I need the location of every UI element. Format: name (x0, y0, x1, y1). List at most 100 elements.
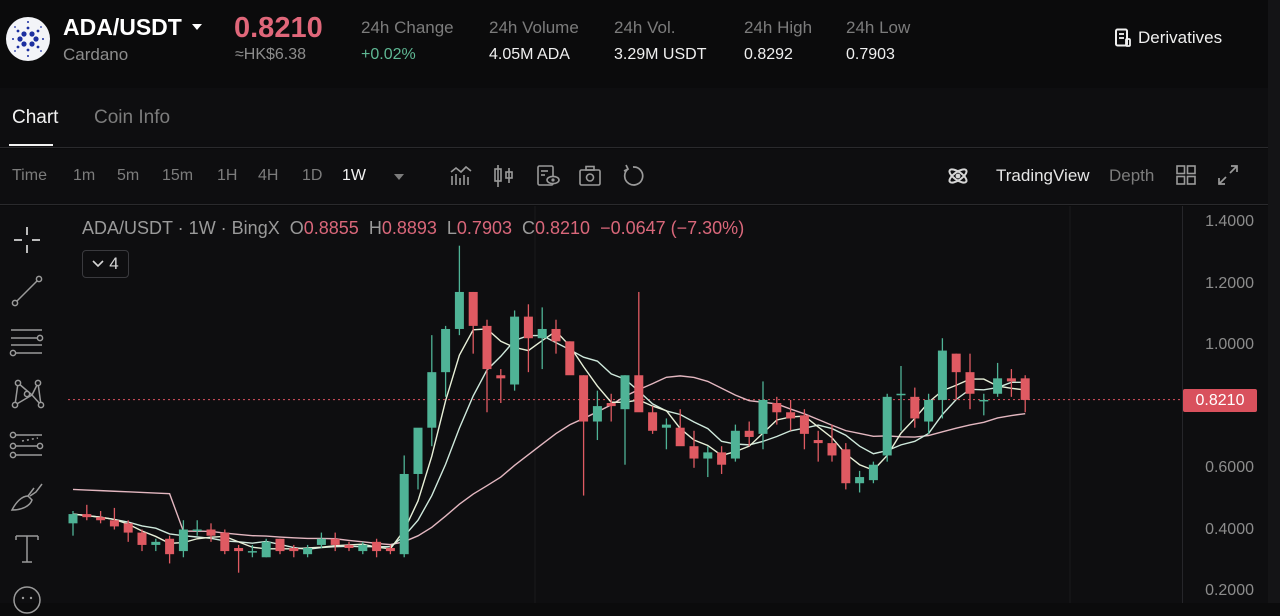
timeframe-1m[interactable]: 1m (73, 167, 96, 184)
brush-icon[interactable] (8, 478, 46, 516)
timeframe-dropdown-icon[interactable] (394, 174, 404, 180)
candle (96, 510, 106, 524)
candle (703, 446, 713, 478)
candle (993, 362, 1003, 397)
fiat-price: ≈HK$6.38 (235, 46, 307, 63)
timeframe-1h[interactable]: 1H (217, 167, 238, 184)
price-axis[interactable]: 1.4000 1.2000 1.0000 0.6000 0.4000 0.200… (1182, 206, 1268, 603)
document-icon (1115, 28, 1131, 47)
stat-label: 24h High (744, 18, 813, 37)
price-tick: 1.2000 (1205, 275, 1254, 292)
tabs-bar: Chart Coin Info (0, 88, 1268, 148)
current-price-tag: 0.8210 (1183, 389, 1257, 412)
candle (772, 396, 782, 425)
tradingview-logo-icon (948, 168, 968, 184)
legend-open: 0.8855 (303, 218, 359, 238)
pattern-tool-icon[interactable] (8, 375, 46, 413)
candle (247, 544, 257, 558)
timeframe-1w[interactable]: 1W (342, 167, 366, 184)
moving-average-line (72, 334, 1026, 551)
reset-icon[interactable] (620, 163, 646, 189)
indicators-collapse-button[interactable]: 4 (82, 250, 129, 278)
trendline-icon[interactable] (8, 272, 46, 310)
price-tick: 1.0000 (1205, 336, 1254, 353)
indicators-icon[interactable] (448, 163, 474, 189)
candle (827, 424, 837, 462)
candle (648, 406, 658, 434)
timeframe-15m[interactable]: 15m (162, 167, 194, 184)
candle (482, 319, 492, 413)
candle (661, 418, 671, 450)
candle (634, 291, 644, 413)
stat-label: 24h Change (361, 18, 454, 37)
candle (965, 353, 975, 410)
candle (537, 307, 547, 370)
drawing-toolbar (0, 206, 54, 614)
fullscreen-expand-icon[interactable] (1215, 162, 1241, 188)
stat-label: 24h Low (846, 18, 911, 37)
fib-tool-icon[interactable] (8, 427, 46, 465)
candle (206, 523, 216, 542)
cardano-logo (6, 17, 50, 61)
stat-value: 0.8292 (744, 46, 793, 63)
derivatives-button[interactable]: Derivatives (1114, 28, 1222, 48)
candle (620, 375, 630, 465)
watchlist-eye-icon[interactable] (535, 163, 561, 189)
layout-grid-icon[interactable] (1173, 162, 1199, 188)
candle (151, 538, 161, 552)
last-price: 0.8210 (234, 12, 323, 44)
stat-24h-high: 24h High 0.8292 (744, 18, 812, 64)
candlestick-type-icon[interactable] (491, 163, 517, 189)
candle (855, 470, 865, 493)
candle (316, 532, 326, 549)
timeframe-5m[interactable]: 5m (117, 167, 140, 184)
stat-value: +0.02% (361, 46, 416, 63)
candle (937, 338, 947, 419)
candle (896, 365, 906, 431)
stat-24h-low: 24h Low 0.7903 (846, 18, 910, 64)
candle (799, 409, 809, 450)
stat-24h-volume: 24h Volume 4.05M ADA (489, 18, 579, 64)
candle (510, 310, 520, 391)
timeframe-time[interactable]: Time (12, 167, 47, 184)
candle (689, 430, 699, 468)
camera-icon[interactable] (577, 163, 603, 189)
candle (758, 381, 768, 450)
stat-24h-vol-usdt: 24h Vol. 3.29M USDT (614, 18, 706, 64)
stat-label: 24h Vol. (614, 18, 676, 37)
horizontal-lines-icon[interactable] (8, 324, 46, 362)
legend-low-label: L (446, 218, 457, 238)
candle (220, 529, 230, 555)
candle (413, 427, 423, 490)
candle (786, 399, 796, 431)
candle (551, 319, 561, 354)
derivatives-label: Derivatives (1138, 28, 1223, 47)
candle (675, 409, 685, 447)
timeframe-4h[interactable]: 4H (258, 167, 279, 184)
tab-coin-info[interactable]: Coin Info (94, 107, 171, 128)
candle (123, 520, 133, 542)
indicator-count: 4 (109, 254, 119, 273)
tab-chart[interactable]: Chart (12, 107, 59, 128)
timeframe-1d[interactable]: 1D (302, 167, 323, 184)
candle (910, 387, 920, 428)
emoji-icon[interactable] (8, 578, 46, 616)
scrollbar[interactable] (1268, 0, 1280, 603)
candle (68, 510, 78, 536)
caret-down-icon[interactable] (192, 24, 202, 30)
tradingview-toggle[interactable]: TradingView (996, 166, 1090, 185)
candle (109, 507, 119, 530)
candle (165, 535, 175, 564)
text-tool-icon[interactable] (8, 530, 46, 568)
legend-open-label: O (289, 218, 304, 238)
moving-average-line (72, 328, 1026, 550)
candlestick-chart[interactable] (0, 206, 1182, 603)
crosshair-icon[interactable] (8, 221, 46, 259)
pair-selector[interactable]: ADA/USDT (63, 14, 182, 40)
candle (579, 375, 589, 496)
depth-toggle[interactable]: Depth (1109, 166, 1155, 185)
coin-name: Cardano (63, 45, 129, 64)
price-tick: 0.2000 (1205, 582, 1254, 599)
candle (813, 430, 823, 462)
price-tick: 1.4000 (1205, 213, 1254, 230)
